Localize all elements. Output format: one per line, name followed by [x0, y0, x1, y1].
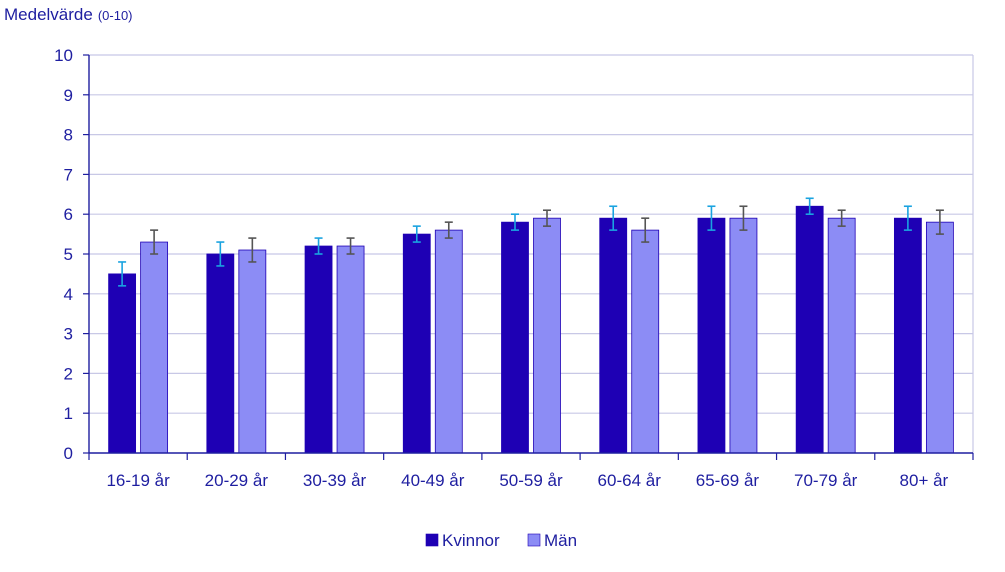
x-tick-label: 80+ år [900, 471, 949, 490]
y-tick-label: 4 [64, 285, 73, 304]
y-tick-label: 9 [64, 86, 73, 105]
error-bars [118, 197, 944, 287]
x-tick-label: 40-49 år [401, 471, 465, 490]
y-tick-label: 1 [64, 404, 73, 423]
x-tick-label: 30-39 år [303, 471, 367, 490]
bars [108, 205, 954, 454]
y-tick-label: 5 [64, 245, 73, 264]
bar [631, 229, 660, 454]
y-tick-label: 3 [64, 325, 73, 344]
x-tick-label: 16-19 år [106, 471, 170, 490]
bar [893, 217, 922, 454]
legend-swatch [527, 533, 541, 547]
x-tick-label: 65-69 år [696, 471, 760, 490]
legend-label: Kvinnor [442, 531, 500, 550]
bar [108, 273, 137, 454]
y-tick-label: 10 [54, 46, 73, 65]
bar [336, 245, 365, 454]
bar [533, 217, 561, 454]
legend-label: Män [544, 531, 577, 550]
y-axis-unit: (0-10) [98, 8, 133, 23]
bar [206, 253, 235, 454]
bar [599, 217, 628, 454]
bar [238, 249, 267, 454]
bar [827, 217, 856, 454]
x-tick-label: 50-59 år [499, 471, 563, 490]
bar [697, 217, 726, 454]
y-tick-labels: 0 1 2 3 4 5 6 7 8 9 10 [54, 46, 73, 463]
y-tick-label: 7 [64, 165, 73, 184]
legend: Kvinnor Män [425, 531, 577, 550]
y-tick-label: 0 [64, 444, 73, 463]
bar [925, 221, 954, 454]
x-tick-label: 60-64 år [598, 471, 662, 490]
bar [729, 217, 758, 454]
y-tick-label: 8 [64, 126, 73, 145]
bar [140, 241, 169, 454]
x-tick-label: 70-79 år [794, 471, 858, 490]
x-tick-labels: 16-19 år 20-29 år 30-39 år 40-49 år 50-59 år… [106, 471, 948, 490]
x-tick-label: 20-29 år [205, 471, 269, 490]
y-tick-label: 2 [64, 364, 73, 383]
grid-lines [89, 54, 974, 453]
y-axis-title: Medelvärde (0-10) [4, 5, 133, 24]
legend-swatch [425, 533, 439, 547]
bar [795, 205, 824, 454]
y-tick-label: 6 [64, 205, 73, 224]
bar [304, 245, 333, 454]
bar [434, 229, 463, 454]
bar [402, 233, 431, 454]
y-axis-label: Medelvärde [4, 5, 93, 24]
axes [83, 54, 974, 460]
bar [501, 221, 529, 454]
